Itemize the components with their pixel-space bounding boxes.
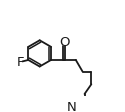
Text: O: O [59,35,69,48]
Text: F: F [17,56,24,69]
Text: N: N [66,100,76,112]
